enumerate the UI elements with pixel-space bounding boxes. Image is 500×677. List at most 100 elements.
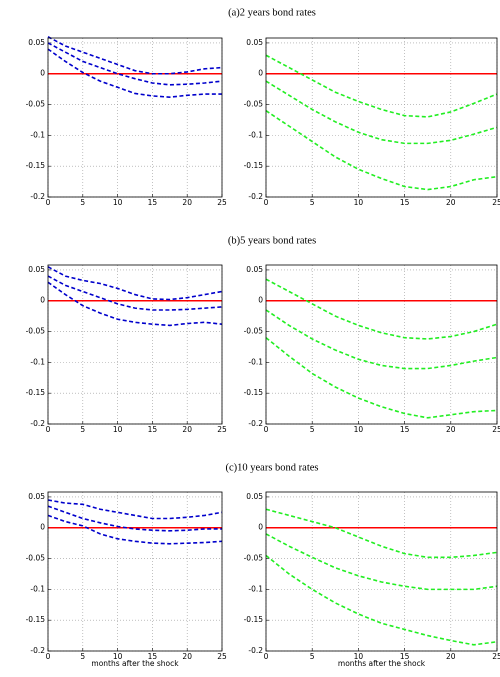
x-tick-label: 10 bbox=[354, 198, 364, 207]
series-line bbox=[265, 110, 498, 191]
series-line bbox=[265, 337, 498, 419]
series-line bbox=[265, 508, 498, 559]
x-tick-label: 0 bbox=[46, 198, 51, 207]
x-tick-label: 10 bbox=[113, 198, 123, 207]
x-tick-label: 25 bbox=[492, 652, 500, 661]
x-tick-label: 0 bbox=[46, 652, 51, 661]
x-tick-label: 25 bbox=[217, 425, 227, 434]
y-tick-label: -0.2 bbox=[248, 646, 263, 655]
y-tick-label: -0.2 bbox=[248, 419, 263, 428]
section-title: (c)10 years bond rates bbox=[225, 462, 318, 473]
y-tick-label: -0.1 bbox=[30, 584, 45, 593]
x-tick-label: 10 bbox=[354, 652, 364, 661]
series-line bbox=[47, 36, 223, 75]
x-tick-label: 5 bbox=[80, 652, 85, 661]
y-tick-label: 0 bbox=[258, 69, 263, 78]
series-line bbox=[265, 533, 498, 591]
x-axis-label: months after the shock bbox=[338, 659, 426, 668]
y-tick-label: -0.15 bbox=[26, 615, 46, 624]
y-tick-label: 0 bbox=[40, 523, 45, 532]
x-tick-label: 0 bbox=[264, 652, 269, 661]
y-tick-label: -0.2 bbox=[30, 646, 45, 655]
x-tick-label: 25 bbox=[492, 425, 500, 434]
plot-area bbox=[48, 492, 222, 651]
y-tick-label: -0.1 bbox=[30, 130, 45, 139]
x-tick-label: 15 bbox=[400, 198, 410, 207]
series-line bbox=[47, 266, 223, 301]
x-tick-label: 15 bbox=[400, 425, 410, 434]
y-tick-label: -0.15 bbox=[26, 161, 46, 170]
x-tick-label: 15 bbox=[148, 425, 158, 434]
x-tick-label: 5 bbox=[80, 198, 85, 207]
plot-frame bbox=[265, 491, 498, 652]
series-line bbox=[47, 42, 223, 86]
plot-area bbox=[266, 492, 497, 651]
y-tick-label: -0.05 bbox=[26, 327, 46, 336]
series-line bbox=[265, 554, 498, 646]
y-tick-label: -0.1 bbox=[248, 130, 263, 139]
y-tick-label: -0.1 bbox=[30, 357, 45, 366]
plot-frame bbox=[265, 264, 498, 425]
x-tick-label: 5 bbox=[80, 425, 85, 434]
plot-area bbox=[266, 265, 497, 424]
x-tick-label: 20 bbox=[182, 198, 192, 207]
x-tick-label: 5 bbox=[310, 198, 315, 207]
y-tick-label: 0.05 bbox=[246, 38, 263, 47]
y-tick-label: -0.2 bbox=[30, 419, 45, 428]
plot-area bbox=[266, 38, 497, 197]
x-tick-label: 0 bbox=[264, 198, 269, 207]
plot-frame bbox=[47, 37, 223, 198]
plot-area bbox=[48, 38, 222, 197]
y-tick-label: 0.05 bbox=[246, 265, 263, 274]
y-tick-label: -0.05 bbox=[26, 100, 46, 109]
y-tick-label: 0 bbox=[40, 296, 45, 305]
section-title: (b)5 years bond rates bbox=[228, 235, 316, 246]
y-tick-label: 0.05 bbox=[246, 492, 263, 501]
x-tick-label: 25 bbox=[217, 652, 227, 661]
y-tick-label: 0.05 bbox=[28, 492, 45, 501]
y-tick-label: -0.05 bbox=[244, 327, 264, 336]
x-tick-label: 5 bbox=[310, 652, 315, 661]
plot-area bbox=[48, 265, 222, 424]
y-tick-label: 0 bbox=[40, 69, 45, 78]
y-tick-label: -0.05 bbox=[26, 554, 46, 563]
plot-frame bbox=[47, 264, 223, 425]
x-tick-label: 10 bbox=[113, 425, 123, 434]
plot-frame bbox=[47, 491, 223, 652]
x-tick-label: 5 bbox=[310, 425, 315, 434]
x-tick-label: 10 bbox=[354, 425, 364, 434]
y-tick-label: -0.1 bbox=[248, 357, 263, 366]
y-tick-label: -0.15 bbox=[244, 388, 264, 397]
series-line bbox=[47, 514, 223, 545]
x-tick-label: 15 bbox=[400, 652, 410, 661]
y-tick-label: -0.05 bbox=[244, 100, 264, 109]
x-tick-label: 25 bbox=[217, 198, 227, 207]
section-title: (a)2 years bond rates bbox=[228, 7, 316, 18]
series-line bbox=[47, 499, 223, 520]
series-line bbox=[47, 275, 223, 311]
plot-frame bbox=[265, 37, 498, 198]
y-tick-label: 0 bbox=[258, 523, 263, 532]
series-line bbox=[265, 309, 498, 370]
series-line bbox=[47, 281, 223, 327]
x-tick-label: 0 bbox=[46, 425, 51, 434]
x-tick-label: 15 bbox=[148, 198, 158, 207]
x-tick-label: 0 bbox=[264, 425, 269, 434]
y-tick-label: 0.05 bbox=[28, 265, 45, 274]
y-tick-label: -0.1 bbox=[248, 584, 263, 593]
y-tick-label: 0 bbox=[258, 296, 263, 305]
y-tick-label: -0.2 bbox=[30, 192, 45, 201]
y-tick-label: -0.2 bbox=[248, 192, 263, 201]
x-tick-label: 20 bbox=[446, 198, 456, 207]
y-tick-label: -0.15 bbox=[244, 161, 264, 170]
y-tick-label: -0.15 bbox=[26, 388, 46, 397]
y-tick-label: 0.05 bbox=[28, 38, 45, 47]
x-tick-label: 10 bbox=[113, 652, 123, 661]
x-axis-label: months after the shock bbox=[91, 659, 179, 668]
y-tick-label: -0.15 bbox=[244, 615, 264, 624]
x-tick-label: 20 bbox=[446, 425, 456, 434]
x-tick-label: 20 bbox=[182, 425, 192, 434]
x-tick-label: 15 bbox=[148, 652, 158, 661]
y-tick-label: -0.05 bbox=[244, 554, 264, 563]
